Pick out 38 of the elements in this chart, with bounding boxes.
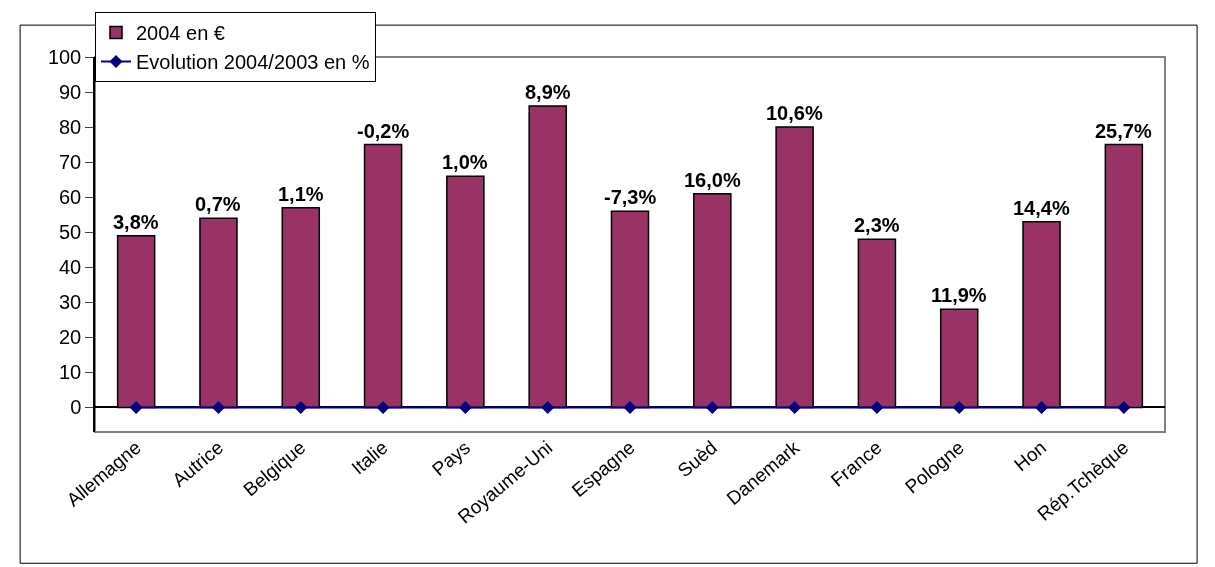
annotation: 16,0% [684,169,741,191]
y-tick-label: 60 [59,186,82,209]
x-tick-label: Italie [347,436,392,479]
y-tick-label: 30 [59,291,82,314]
annotation: 2,3% [854,214,900,236]
bar [775,126,814,409]
bar [693,192,732,409]
bar [610,210,650,409]
bar [446,175,485,409]
y-tick-label: 20 [59,326,82,349]
annotation: 25,7% [1095,120,1152,142]
annotation: -0,2% [357,120,410,142]
annotation: 1,1% [278,183,324,205]
annotation: -7,3% [604,186,657,208]
y-tick-label: 0 [70,396,82,419]
annotation: 14,4% [1013,197,1070,219]
bar [199,217,238,409]
bar [281,206,321,409]
y-tick-label: 100 [47,46,82,68]
y-tick-label: 10 [59,361,82,384]
bar [528,105,567,409]
legend-label: Evolution 2004/2003 en % [136,51,370,74]
annotation: 3,8% [113,211,159,233]
y-tick-label: 40 [59,256,82,279]
bar [857,238,897,409]
bar [939,308,979,409]
y-tick-label: 90 [59,81,82,104]
legend-label: 2004 en € [136,22,225,45]
bar [1022,220,1061,409]
annotation: 11,9% [931,284,987,306]
annotation: 10,6% [766,102,823,124]
annotation: 8,9% [525,81,571,103]
annotation: 1,0% [442,151,488,173]
bar [363,143,403,409]
y-tick-label: 70 [59,151,82,174]
y-tick-label: 80 [59,116,82,139]
y-tick-label: 50 [59,221,82,244]
annotation: 0,7% [195,193,241,215]
